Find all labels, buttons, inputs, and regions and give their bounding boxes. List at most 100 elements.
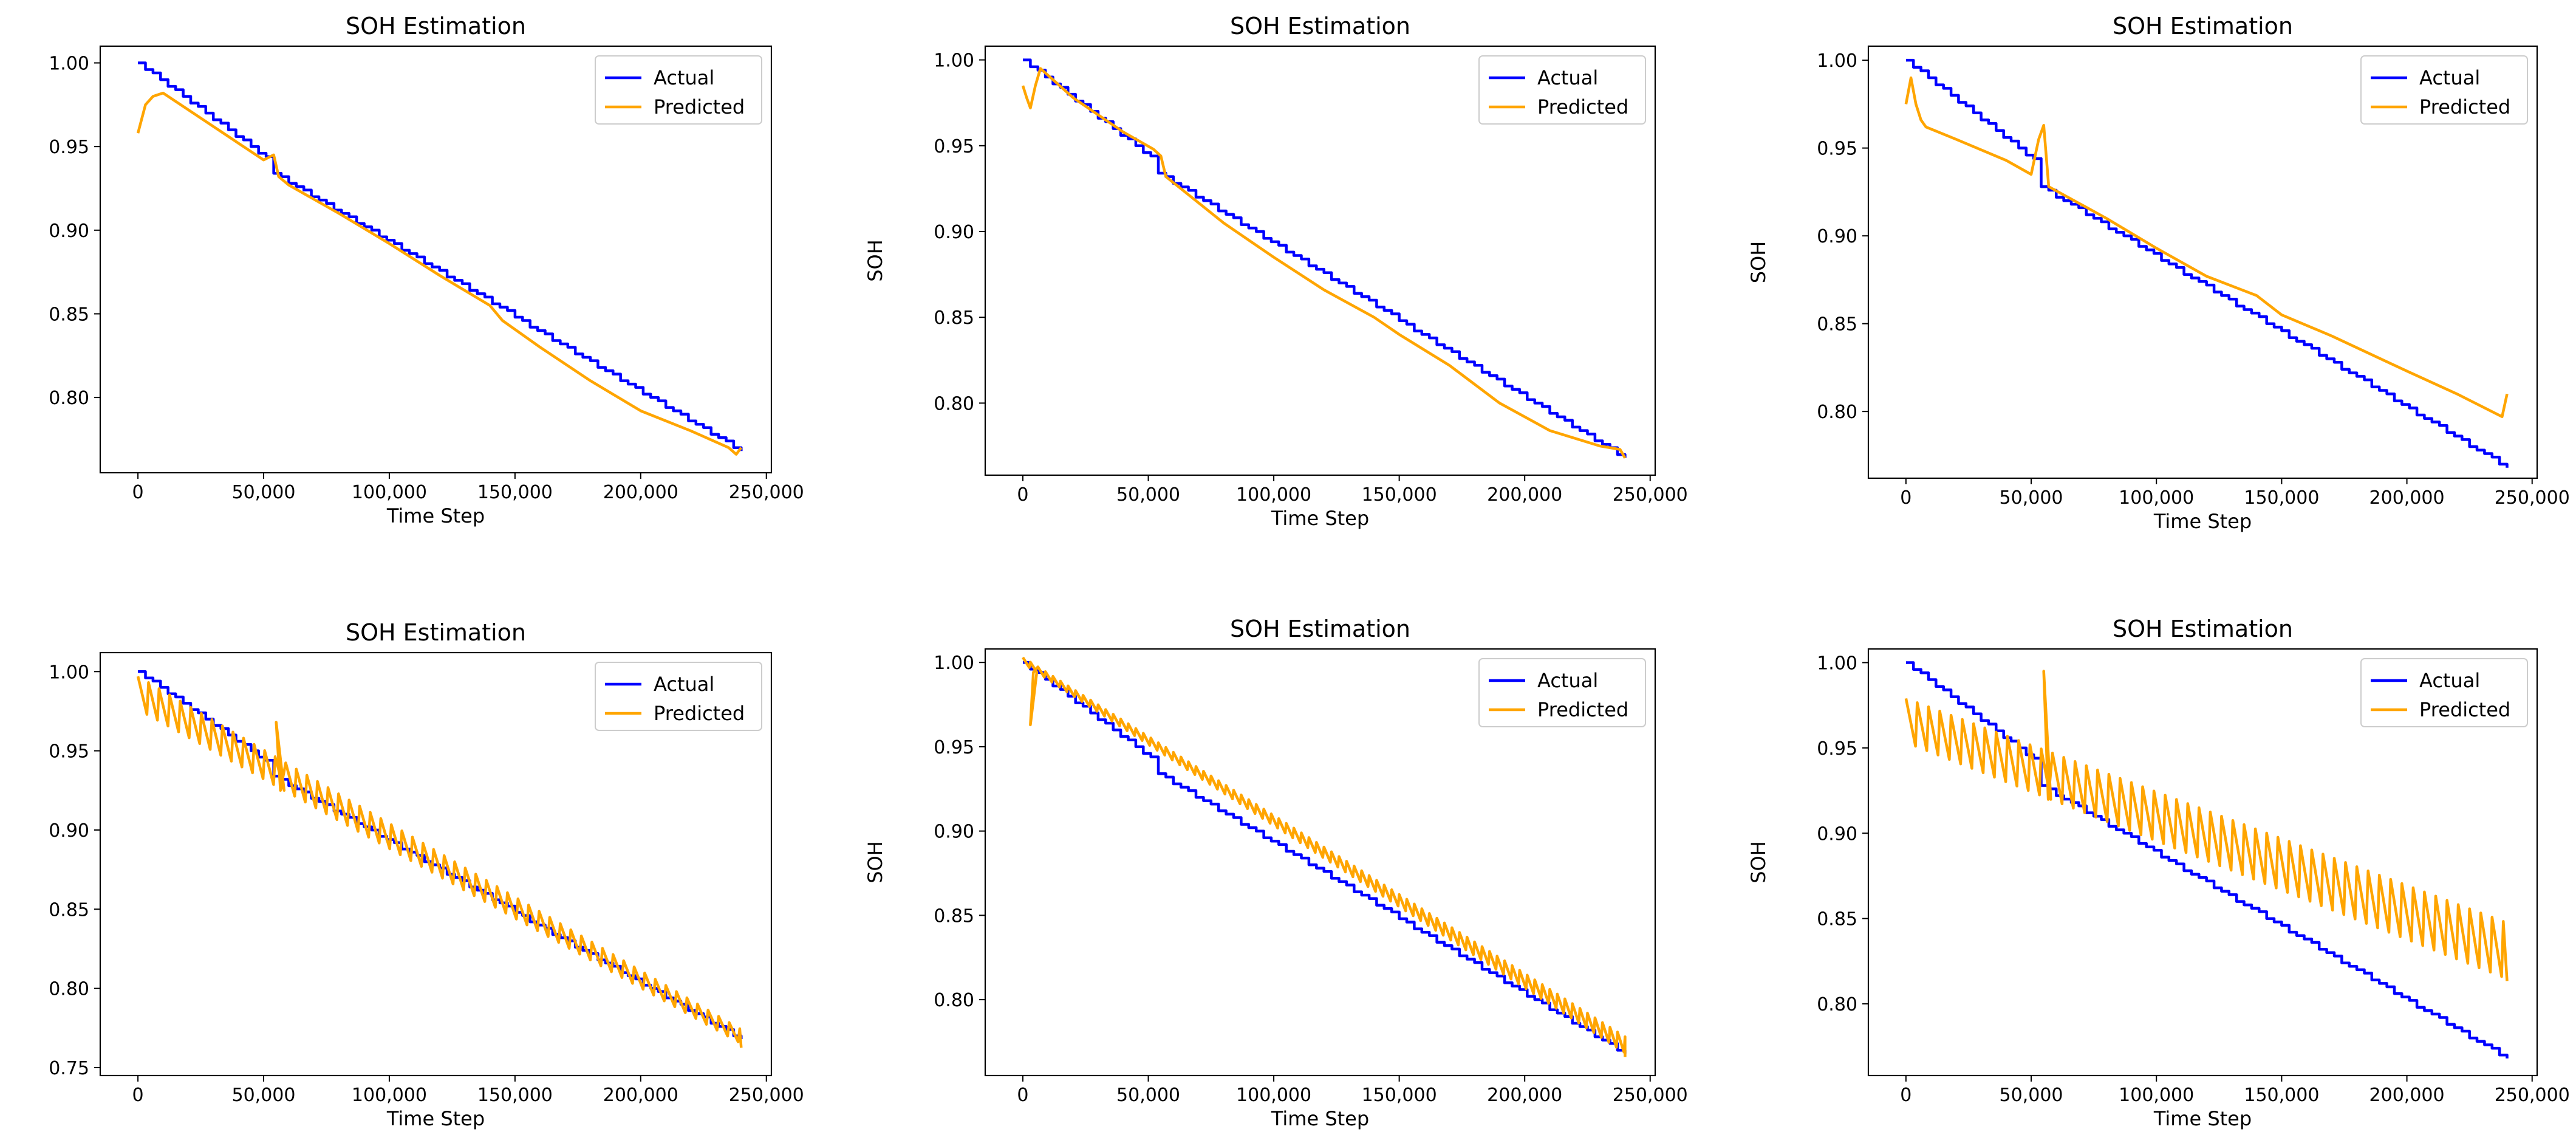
- y-tick-label: 1.00: [934, 50, 974, 72]
- chart-panel-3: SOH Estimation 0 50,000 100,000 150,000 200,0…: [1747, 13, 2570, 533]
- legend-label-predicted: Predicted: [654, 702, 745, 725]
- legend-label-actual: Actual: [654, 66, 714, 89]
- legend-label-predicted: Predicted: [2419, 698, 2510, 721]
- y-axis-label: SOH: [0, 238, 2, 281]
- x-tick-label: 150,000: [1362, 484, 1437, 506]
- legend-label-actual: Actual: [2419, 669, 2480, 692]
- y-tick-label: 0.80: [1817, 402, 1857, 423]
- y-tick-label: 0.90: [1817, 823, 1857, 845]
- y-tick-label: 0.75: [49, 1058, 89, 1079]
- x-tick-label: 150,000: [477, 1085, 553, 1106]
- y-tick-label: 0.90: [934, 822, 974, 843]
- plot-area-frame: [984, 648, 1656, 1077]
- legend-label-predicted: Predicted: [1537, 95, 1628, 118]
- x-tick-label: 0: [132, 482, 144, 503]
- plot-area-frame: [99, 45, 773, 474]
- x-tick-label: 200,000: [1487, 484, 1562, 506]
- chart-title: SOH Estimation: [346, 619, 526, 646]
- chart-panel-1: SOH Estimation 0 50,000 100,000 150,000 200,0…: [0, 13, 804, 527]
- plot-area-frame: [99, 651, 773, 1077]
- series-predicted-line: [136, 676, 743, 1048]
- x-tick-label: 250,000: [2495, 1085, 2570, 1106]
- x-tick-label: 150,000: [1362, 1085, 1437, 1106]
- chart-title: SOH Estimation: [2113, 616, 2293, 642]
- x-tick-label: 200,000: [603, 482, 678, 503]
- legend-label-actual: Actual: [654, 673, 714, 696]
- chart-panel-6: SOH Estimation 0 50,000 100,000 150,000 200,0…: [1747, 616, 2570, 1130]
- x-tick-label: 0: [1900, 487, 1912, 509]
- x-axis-label: Time Step: [2153, 510, 2252, 533]
- y-axis-label: SOH: [864, 239, 887, 282]
- x-tick-label: 250,000: [1613, 484, 1688, 506]
- plot-area-frame: [984, 45, 1656, 476]
- y-tick-label: 1.00: [1817, 50, 1857, 72]
- y-tick-label: 0.80: [1817, 994, 1857, 1015]
- y-tick-label: 0.95: [934, 136, 974, 157]
- x-tick-label: 200,000: [603, 1085, 678, 1106]
- legend: Actual Predicted: [595, 662, 762, 731]
- x-tick-label: 0: [1017, 1085, 1028, 1106]
- x-tick-label: 150,000: [2244, 487, 2319, 509]
- x-tick-label: 50,000: [232, 1085, 296, 1106]
- y-tick-label: 0.85: [49, 899, 89, 921]
- x-tick-label: 100,000: [1236, 1085, 1311, 1106]
- legend-label-actual: Actual: [1537, 66, 1598, 89]
- y-tick-label: 0.95: [1817, 139, 1857, 160]
- x-tick-label: 0: [132, 1085, 144, 1106]
- series-predicted-line: [1904, 76, 2509, 419]
- y-tick-label: 0.80: [49, 979, 89, 1000]
- series-actual-line: [1023, 58, 1627, 458]
- y-tick-label: 0.85: [934, 307, 974, 329]
- y-axis-label: SOH: [1747, 841, 1770, 884]
- x-tick-label: 0: [1900, 1085, 1912, 1106]
- x-tick-label: 200,000: [2369, 487, 2445, 509]
- series-predicted-line: [136, 91, 743, 456]
- x-tick-label: 100,000: [352, 482, 427, 503]
- plot-area-frame: [1867, 45, 2538, 479]
- plot-area-frame: [1867, 648, 2538, 1077]
- y-axis-label: SOH: [0, 843, 2, 885]
- x-tick-label: 50,000: [2000, 1085, 2063, 1106]
- legend-label-predicted: Predicted: [2419, 95, 2510, 118]
- x-tick-label: 0: [1017, 484, 1028, 506]
- x-tick-label: 150,000: [2244, 1085, 2319, 1106]
- chart-title: SOH Estimation: [1230, 616, 1410, 642]
- y-tick-label: 0.95: [934, 737, 974, 758]
- legend: Actual Predicted: [1478, 55, 1646, 125]
- chart-panel-2: SOH Estimation 0 50,000 100,000 150,000 200,0…: [864, 13, 1688, 530]
- series-actual-line: [1905, 58, 2509, 468]
- y-tick-label: 0.95: [1817, 738, 1857, 760]
- y-tick-label: 1.00: [49, 53, 89, 75]
- x-axis-label: Time Step: [2153, 1107, 2252, 1130]
- x-tick-label: 250,000: [729, 1085, 804, 1106]
- legend: Actual Predicted: [2360, 658, 2528, 727]
- x-axis-label: Time Step: [1271, 507, 1369, 530]
- x-tick-label: 50,000: [1116, 1085, 1180, 1106]
- y-axis-label: SOH: [864, 841, 887, 884]
- y-tick-label: 0.80: [934, 990, 974, 1011]
- series-actual-line: [138, 61, 743, 451]
- x-tick-label: 50,000: [2000, 487, 2063, 509]
- y-tick-label: 0.85: [1817, 909, 1857, 930]
- chart-title: SOH Estimation: [2113, 13, 2293, 39]
- y-tick-label: 0.80: [49, 388, 89, 409]
- y-tick-label: 0.90: [49, 221, 89, 242]
- x-axis-label: Time Step: [386, 504, 485, 527]
- x-tick-label: 150,000: [477, 482, 553, 503]
- y-tick-label: 1.00: [49, 662, 89, 683]
- x-tick-label: 250,000: [1613, 1085, 1688, 1106]
- legend-label-actual: Actual: [2419, 66, 2480, 89]
- y-tick-label: 0.85: [1817, 314, 1857, 335]
- y-tick-label: 0.85: [934, 905, 974, 927]
- x-tick-label: 250,000: [729, 482, 804, 503]
- series-actual-line: [1023, 660, 1627, 1054]
- legend-label-predicted: Predicted: [654, 95, 745, 118]
- legend-label-predicted: Predicted: [1537, 698, 1628, 721]
- x-tick-label: 50,000: [232, 482, 296, 503]
- y-tick-label: 0.85: [49, 304, 89, 325]
- x-tick-label: 250,000: [2495, 487, 2570, 509]
- x-tick-label: 200,000: [1487, 1085, 1562, 1106]
- x-axis-label: Time Step: [386, 1107, 485, 1130]
- series-predicted-line: [1904, 670, 2509, 981]
